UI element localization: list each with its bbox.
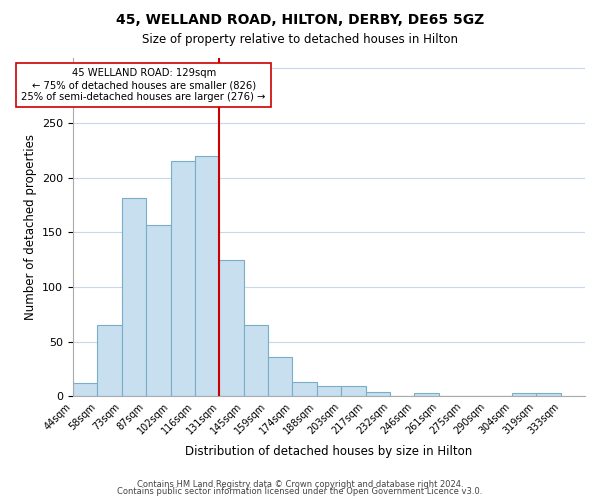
- Bar: [97, 326, 122, 396]
- Bar: [268, 357, 292, 397]
- Bar: [512, 393, 536, 396]
- Y-axis label: Number of detached properties: Number of detached properties: [23, 134, 37, 320]
- Bar: [415, 393, 439, 396]
- Bar: [365, 392, 390, 396]
- X-axis label: Distribution of detached houses by size in Hilton: Distribution of detached houses by size …: [185, 444, 473, 458]
- Text: 45, WELLAND ROAD, HILTON, DERBY, DE65 5GZ: 45, WELLAND ROAD, HILTON, DERBY, DE65 5G…: [116, 12, 484, 26]
- Bar: [195, 156, 219, 396]
- Text: Size of property relative to detached houses in Hilton: Size of property relative to detached ho…: [142, 32, 458, 46]
- Bar: [122, 198, 146, 396]
- Bar: [244, 326, 268, 396]
- Bar: [73, 383, 97, 396]
- Bar: [317, 386, 341, 396]
- Bar: [146, 224, 170, 396]
- Bar: [219, 260, 244, 396]
- Bar: [341, 386, 365, 396]
- Bar: [536, 393, 560, 396]
- Bar: [292, 382, 317, 396]
- Text: 45 WELLAND ROAD: 129sqm
← 75% of detached houses are smaller (826)
25% of semi-d: 45 WELLAND ROAD: 129sqm ← 75% of detache…: [22, 68, 266, 102]
- Text: Contains public sector information licensed under the Open Government Licence v3: Contains public sector information licen…: [118, 487, 482, 496]
- Text: Contains HM Land Registry data © Crown copyright and database right 2024.: Contains HM Land Registry data © Crown c…: [137, 480, 463, 489]
- Bar: [170, 162, 195, 396]
